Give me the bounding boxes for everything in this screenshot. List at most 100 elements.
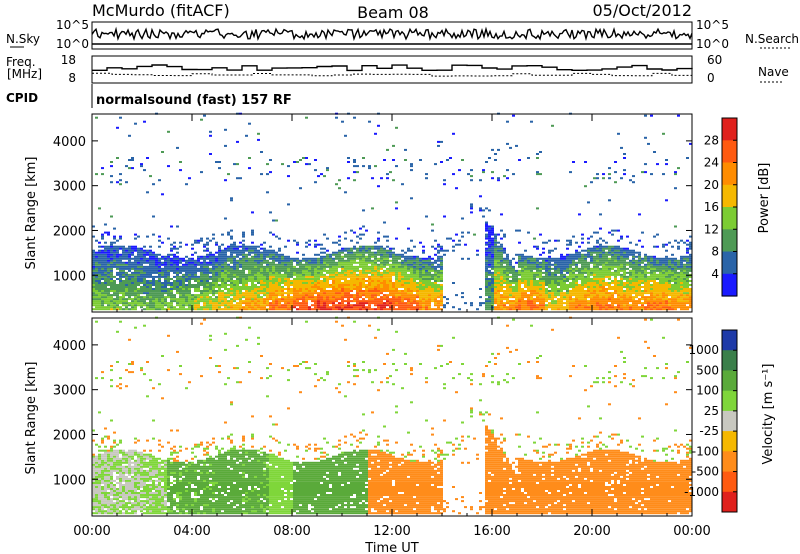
power-cell bbox=[317, 269, 320, 272]
power-cell bbox=[578, 253, 581, 256]
power-cell bbox=[218, 271, 221, 274]
power-cell bbox=[137, 284, 140, 286]
power-cell bbox=[347, 282, 350, 284]
power-cell bbox=[110, 249, 113, 252]
power-cell bbox=[530, 288, 533, 290]
power-cell bbox=[95, 294, 98, 297]
power-cell bbox=[176, 284, 179, 286]
power-cell bbox=[590, 292, 593, 295]
power-cell bbox=[563, 282, 566, 284]
power-cell bbox=[164, 278, 167, 280]
power-cell bbox=[260, 251, 263, 254]
power-cell bbox=[542, 282, 545, 284]
power-cell bbox=[263, 292, 266, 295]
power-cell bbox=[521, 275, 524, 278]
power-cell bbox=[398, 278, 401, 280]
power-cell bbox=[611, 286, 614, 288]
power-cell bbox=[236, 251, 239, 254]
power-cell bbox=[419, 159, 422, 161]
power-cell bbox=[596, 298, 599, 301]
power-cell bbox=[191, 257, 194, 260]
power-cell bbox=[296, 298, 299, 301]
power-cell bbox=[356, 284, 359, 286]
power-cell bbox=[572, 271, 575, 274]
power-cell bbox=[551, 273, 554, 276]
power-cell bbox=[281, 163, 284, 166]
power-cell bbox=[326, 249, 329, 252]
power-cell bbox=[95, 257, 98, 260]
power-cell bbox=[521, 259, 524, 262]
power-cell bbox=[137, 255, 140, 258]
power-cell bbox=[278, 302, 281, 305]
power-cell bbox=[500, 245, 503, 248]
power-cell bbox=[239, 263, 242, 266]
power-cell bbox=[92, 290, 95, 292]
power-cell bbox=[299, 263, 302, 266]
power-cell bbox=[587, 294, 590, 297]
power-cell bbox=[569, 292, 572, 295]
power-cell bbox=[383, 249, 386, 252]
power-cell bbox=[254, 265, 257, 268]
power-cell bbox=[386, 259, 389, 262]
power-cell bbox=[104, 249, 107, 252]
power-cell bbox=[395, 265, 398, 268]
power-cell bbox=[605, 294, 608, 297]
power-cell bbox=[215, 304, 218, 307]
power-cell bbox=[197, 294, 200, 297]
power-cell bbox=[587, 265, 590, 268]
power-cell bbox=[485, 223, 488, 226]
power-cell bbox=[284, 298, 287, 301]
power-cell bbox=[206, 257, 209, 260]
power-cell bbox=[155, 302, 158, 305]
power-cell bbox=[131, 271, 134, 274]
power-cell bbox=[209, 306, 212, 309]
power-cell bbox=[620, 269, 623, 272]
power-cell bbox=[137, 302, 140, 305]
power-cell bbox=[179, 290, 182, 292]
power-cell bbox=[245, 296, 248, 299]
power-cell bbox=[434, 261, 437, 264]
power-cell bbox=[386, 263, 389, 266]
power-cell bbox=[236, 294, 239, 297]
power-cell bbox=[290, 259, 293, 262]
power-cell bbox=[335, 304, 338, 307]
power-cell bbox=[188, 294, 191, 297]
power-cell bbox=[377, 247, 380, 250]
power-cell bbox=[119, 253, 122, 256]
power-cell bbox=[161, 151, 164, 153]
power-cell bbox=[248, 273, 251, 276]
power-cell bbox=[308, 288, 311, 290]
power-cell bbox=[230, 255, 233, 258]
power-cell bbox=[212, 261, 215, 264]
power-cell bbox=[395, 294, 398, 297]
power-cell bbox=[602, 306, 605, 309]
power-cell bbox=[503, 259, 506, 262]
power-cell bbox=[203, 273, 206, 276]
power-cell bbox=[551, 263, 554, 266]
power-cell bbox=[101, 300, 104, 303]
power-cell bbox=[395, 273, 398, 276]
power-cell bbox=[173, 280, 176, 282]
power-cell bbox=[230, 249, 233, 252]
power-cell bbox=[134, 265, 137, 268]
power-cell bbox=[116, 257, 119, 260]
power-cell bbox=[305, 273, 308, 276]
power-cell bbox=[350, 282, 353, 284]
power-cell bbox=[326, 294, 329, 297]
power-cell bbox=[173, 286, 176, 288]
power-cell bbox=[269, 282, 272, 284]
power-cell bbox=[536, 267, 539, 270]
power-cell bbox=[116, 255, 119, 258]
power-cell bbox=[605, 273, 608, 276]
power-cell bbox=[353, 245, 356, 248]
power-cell bbox=[566, 243, 569, 246]
power-cell bbox=[281, 286, 284, 288]
power-cell bbox=[527, 263, 530, 266]
power-cell bbox=[401, 304, 404, 307]
power-cell bbox=[515, 292, 518, 295]
power-cell bbox=[257, 294, 260, 297]
cpid-label: CPID bbox=[6, 91, 38, 105]
power-cell bbox=[401, 265, 404, 268]
power-cell bbox=[254, 308, 257, 311]
power-cell bbox=[371, 267, 374, 270]
